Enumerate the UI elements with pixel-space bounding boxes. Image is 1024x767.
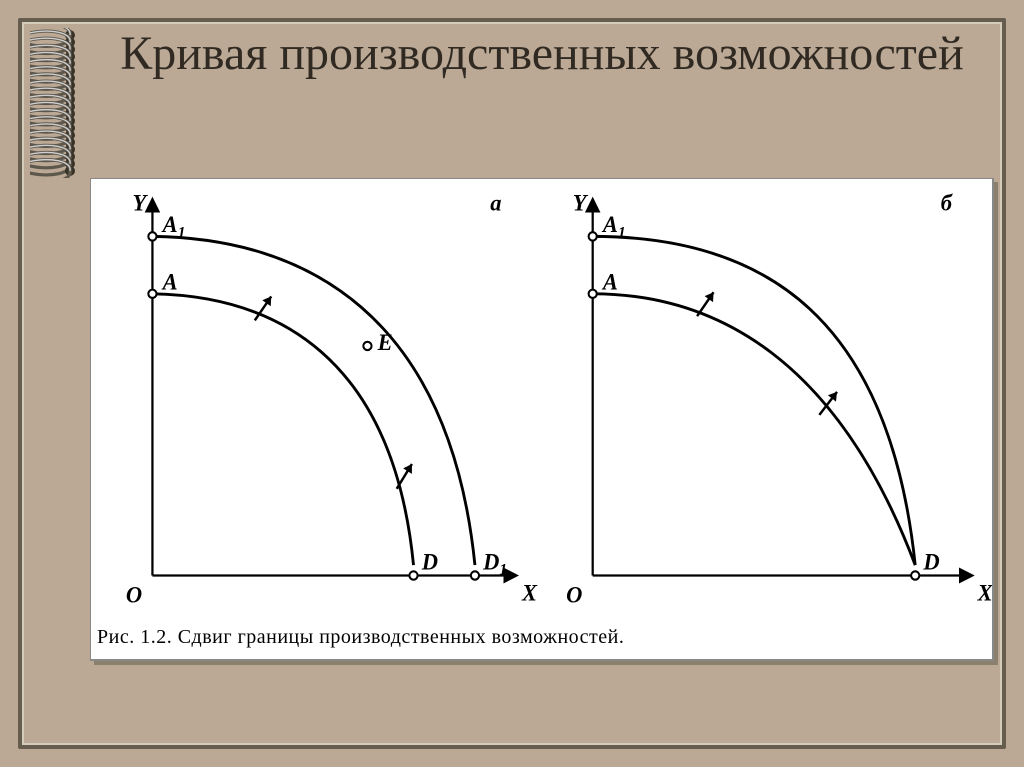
svg-text:D: D: [421, 549, 438, 574]
svg-text:E: E: [377, 330, 393, 355]
slide-background: Кривая производственных возможностей X Y O…: [0, 0, 1024, 767]
svg-text:A1: A1: [601, 212, 626, 241]
svg-text:б: б: [941, 190, 954, 215]
svg-text:X: X: [521, 580, 538, 605]
title-container: Кривая производственных возможностей: [90, 26, 994, 81]
svg-text:а: а: [490, 190, 501, 215]
spiral-binding: [30, 28, 80, 178]
svg-text:A: A: [161, 269, 178, 294]
figure-panel: X Y Oа A D A1 D1 E X Y Oб A D A1 Рис. 1.2. Сдвиг гра…: [90, 178, 994, 661]
svg-text:D1: D1: [482, 549, 507, 578]
svg-text:A1: A1: [161, 212, 186, 241]
svg-text:O: O: [126, 582, 142, 607]
slide-title: Кривая производственных возможностей: [90, 26, 994, 81]
svg-text:O: O: [566, 582, 582, 607]
svg-text:A: A: [601, 269, 618, 294]
figure-svg: X Y Oа A D A1 D1 E X Y Oб A D A1: [91, 179, 992, 659]
svg-text:Y: Y: [133, 190, 149, 215]
svg-text:Y: Y: [573, 190, 589, 215]
svg-text:D: D: [922, 549, 939, 574]
figure-caption: Рис. 1.2. Сдвиг границы производственных…: [97, 626, 624, 649]
svg-text:X: X: [977, 580, 992, 605]
